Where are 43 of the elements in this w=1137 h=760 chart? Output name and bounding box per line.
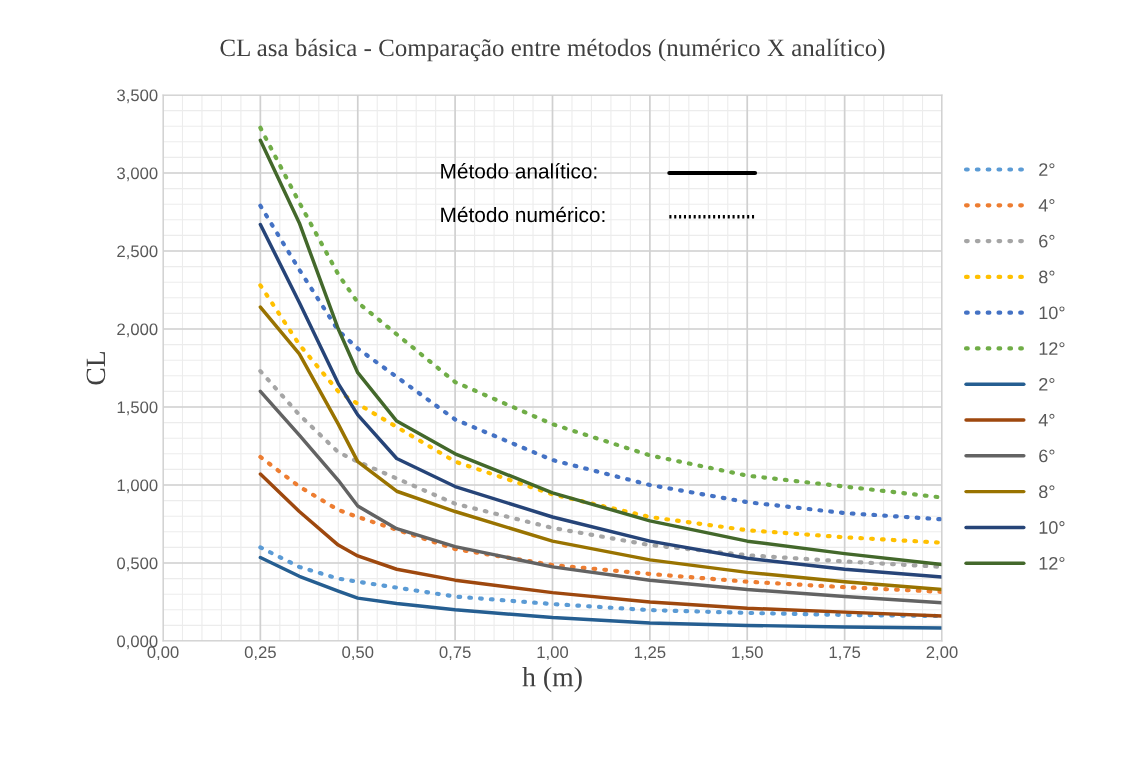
line-series [258,555,942,630]
legend-label: 12° [1039,342,1065,355]
line-series [258,222,942,579]
annotation: Método numérico: [441,206,605,223]
x-tick-label: 2,00 [926,646,958,661]
x-tick-label: 1,75 [829,646,861,661]
x-tick-label: 0,75 [439,646,471,661]
legend-label: 6° [1039,234,1055,248]
y-tick-label: 2,000 [117,323,158,338]
x-tick-label: 1,00 [537,646,569,661]
chart-title: CL asa básica - Comparação entre métodos (numérico X analítico) [220,38,885,62]
y-tick-label: 3,000 [117,167,158,182]
x-tick-label: 0,50 [342,646,374,661]
y-tick-label: 2,500 [117,245,158,260]
x-axis-title: h (m) [522,666,582,693]
line-series [258,138,942,567]
line-series [258,305,942,592]
y-tick-label: 1,500 [117,401,158,416]
y-tick-label: 1,000 [117,479,158,494]
x-tick-label: 1,50 [732,646,763,661]
legend-label: 8° [1039,485,1055,499]
line-series [258,369,942,569]
legend-label: 8° [1039,270,1055,284]
line-series [258,283,942,545]
line-series [258,472,942,618]
annotation: Método analítico: [441,163,597,179]
x-tick-label: 1,25 [634,646,666,661]
legend-label: 2° [1039,377,1055,391]
legend-label: 4° [1038,413,1055,427]
line-series [258,454,942,594]
y-axis-title: CL [86,351,106,385]
legend-label: 12° [1039,556,1065,570]
line-series [258,125,942,500]
legend-label: 2° [1039,163,1055,176]
line-series [258,203,942,522]
x-tick-label: 0,25 [244,646,276,661]
line-series [258,389,942,605]
y-tick-label: 3,500 [117,89,158,104]
legend-label: 10° [1039,521,1065,534]
legend-label: 6° [1039,449,1055,463]
y-tick-label: 0,500 [117,557,158,572]
legend-label: 4° [1038,199,1055,212]
legend-label: 10° [1039,306,1065,320]
